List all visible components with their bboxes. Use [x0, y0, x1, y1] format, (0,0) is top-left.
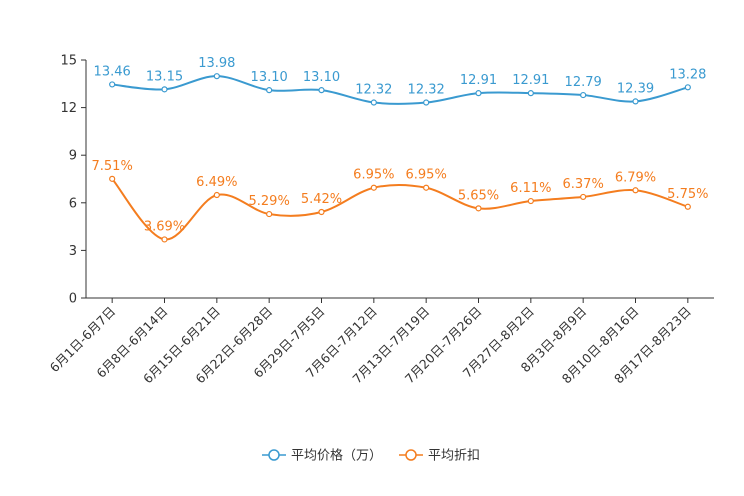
- y-tick-label: 0: [69, 292, 77, 307]
- data-point[interactable]: [475, 90, 482, 97]
- data-label: 13.15: [146, 69, 183, 84]
- data-label: 12.91: [512, 73, 549, 88]
- data-label: 13.98: [198, 56, 235, 71]
- y-tick-label: 15: [60, 54, 77, 69]
- data-point[interactable]: [684, 203, 691, 210]
- data-point[interactable]: [475, 205, 482, 212]
- data-label: 13.46: [94, 64, 131, 79]
- data-point[interactable]: [423, 99, 430, 106]
- data-point[interactable]: [632, 187, 639, 194]
- legend-marker-icon: [268, 449, 280, 461]
- data-point[interactable]: [580, 193, 587, 201]
- data-point[interactable]: [161, 86, 168, 93]
- y-tick-label: 6: [69, 196, 77, 211]
- data-label: 12.79: [565, 75, 602, 90]
- data-label: 12.91: [460, 73, 497, 88]
- data-label: 13.10: [251, 70, 288, 85]
- data-label: 5.42%: [301, 192, 342, 207]
- data-point[interactable]: [318, 208, 325, 216]
- data-label: 7.51%: [92, 159, 133, 174]
- data-point[interactable]: [527, 197, 534, 205]
- data-point[interactable]: [213, 191, 220, 199]
- data-point[interactable]: [370, 184, 377, 191]
- data-label: 13.28: [669, 67, 706, 82]
- data-point[interactable]: [266, 87, 273, 94]
- y-tick-label: 3: [69, 244, 77, 259]
- data-point[interactable]: [370, 99, 377, 106]
- data-label: 13.10: [303, 70, 340, 85]
- data-label: 6.95%: [406, 168, 447, 183]
- data-label: 6.11%: [510, 181, 551, 196]
- data-point[interactable]: [632, 98, 639, 105]
- y-tick-label: 12: [60, 101, 77, 116]
- data-point[interactable]: [266, 210, 273, 218]
- data-label: 12.32: [355, 83, 392, 98]
- legend-item-avg-price[interactable]: 平均价格（万）: [262, 448, 382, 464]
- legend-label: 平均折扣: [428, 449, 480, 464]
- data-point[interactable]: [423, 184, 430, 191]
- legend-item-avg-discount[interactable]: 平均折扣: [399, 449, 480, 464]
- data-point[interactable]: [109, 175, 116, 182]
- data-point[interactable]: [684, 84, 691, 91]
- series-line: [112, 75, 689, 105]
- data-point[interactable]: [213, 73, 220, 80]
- data-point[interactable]: [109, 81, 116, 88]
- data-label: 6.49%: [196, 175, 237, 190]
- data-label: 5.65%: [458, 188, 499, 203]
- series-avg-discount: 7.51% 3.69% 6.49% 5.29% 5.42% 6.95% 6.95% 5.65%…: [92, 159, 708, 243]
- legend-marker-icon: [405, 449, 417, 461]
- data-point[interactable]: [527, 90, 534, 97]
- data-point[interactable]: [580, 91, 587, 99]
- series-layer: 13.46 13.15 13.98 13.10 13.10 12.32 12.32 12.91…: [92, 56, 708, 243]
- data-point[interactable]: [161, 236, 168, 243]
- data-label: 12.39: [617, 81, 654, 96]
- series-avg-price: 13.46 13.15 13.98 13.10 13.10 12.32 12.32 12.91…: [94, 56, 706, 106]
- data-point[interactable]: [318, 87, 325, 94]
- data-label: 5.29%: [249, 194, 290, 209]
- legend: 平均价格（万） 平均折扣: [262, 448, 480, 464]
- data-label: 5.75%: [667, 187, 708, 202]
- data-label: 6.37%: [563, 177, 604, 192]
- data-label: 6.79%: [615, 170, 656, 185]
- legend-label: 平均价格（万）: [291, 448, 382, 464]
- data-label: 3.69%: [144, 219, 185, 234]
- data-label: 6.95%: [353, 168, 394, 183]
- data-label: 12.32: [408, 83, 445, 98]
- y-tick-label: 9: [69, 149, 77, 164]
